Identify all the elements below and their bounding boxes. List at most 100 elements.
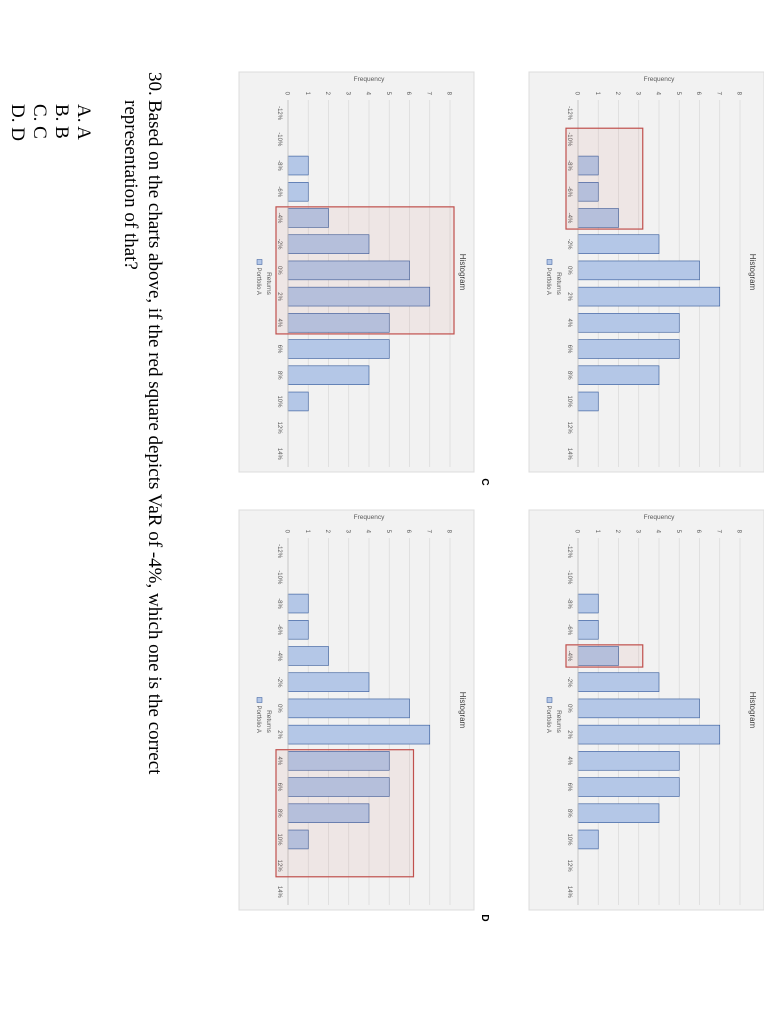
histogram-bar <box>287 339 390 359</box>
x-tick-label: -10% <box>566 570 572 585</box>
x-tick-label: -2% <box>276 239 282 250</box>
legend-swatch <box>546 697 553 703</box>
legend-label: Portfolio A <box>255 268 261 295</box>
y-tick-label: 7 <box>715 530 721 534</box>
x-tick-label: 14% <box>276 448 282 461</box>
histogram-bar <box>577 286 721 307</box>
x-tick-label: -6% <box>566 186 572 197</box>
y-tick-label: 1 <box>594 92 600 96</box>
option-c[interactable]: C. C <box>29 104 50 139</box>
y-tick-label: 2 <box>614 530 620 534</box>
y-tick-label: 0 <box>574 530 580 534</box>
chart-panel-c: Histogram 0 1 2 3 4 5 6 7 8 Frequency -12% -10% -8% -6… <box>238 71 475 473</box>
var-highlight-box <box>565 644 644 668</box>
x-tick-label: -2% <box>566 239 572 250</box>
x-tick-label: -8% <box>276 598 282 609</box>
x-axis-label: Returns <box>265 272 272 296</box>
y-tick-label: 1 <box>304 530 310 534</box>
x-tick-label: 2% <box>276 292 282 301</box>
x-tick-label: 6% <box>276 783 282 792</box>
y-tick-label: 5 <box>385 92 391 96</box>
legend-swatch <box>546 259 553 265</box>
histogram-bar <box>287 365 370 385</box>
x-axis-label: Returns <box>555 710 562 734</box>
histogram-bar <box>287 620 309 640</box>
x-axis-label: Returns <box>555 272 562 296</box>
histogram-bar <box>577 391 599 412</box>
x-tick-label: 0% <box>276 704 282 713</box>
y-tick-label: 0 <box>284 530 290 534</box>
x-tick-label: 4% <box>276 756 282 765</box>
histogram-bar <box>287 698 410 719</box>
var-highlight-box <box>275 206 455 335</box>
histogram-bar <box>577 593 599 614</box>
histogram-bar <box>287 724 431 745</box>
y-tick-label: 4 <box>365 530 371 534</box>
y-tick-label: 3 <box>344 530 350 534</box>
x-tick-label: -10% <box>276 570 282 585</box>
y-tick-label: 4 <box>655 92 661 96</box>
x-tick-label: 4% <box>566 756 572 765</box>
legend-label: Portfolio A <box>545 268 551 295</box>
x-tick-label: 0% <box>276 266 282 275</box>
y-tick-label: 6 <box>405 530 411 534</box>
y-tick-label: 2 <box>324 92 330 96</box>
histogram-bar <box>287 391 309 412</box>
chart-panel-a: Histogram 0 1 2 3 4 5 6 7 8 Frequency -12% -10% -8% -6… <box>528 71 764 473</box>
x-tick-label: 10% <box>276 395 282 408</box>
y-axis-label: Frequency <box>644 76 675 83</box>
y-tick-label: 7 <box>425 530 431 534</box>
histogram-bar <box>577 724 721 745</box>
option-a[interactable]: A. A <box>73 104 94 140</box>
x-tick-label: 10% <box>276 833 282 846</box>
y-tick-label: 8 <box>736 92 742 96</box>
x-tick-label: 6% <box>566 783 572 792</box>
histogram-bar <box>577 365 660 385</box>
y-tick-label: 0 <box>574 92 580 96</box>
y-tick-label: 5 <box>675 92 681 96</box>
x-tick-label: -4% <box>566 651 572 662</box>
y-tick-label: 5 <box>385 530 391 534</box>
histogram-bar <box>287 672 370 692</box>
histogram-bar <box>577 803 660 823</box>
legend-swatch <box>256 259 263 265</box>
x-tick-label: 6% <box>566 345 572 354</box>
histogram-bar <box>577 751 680 771</box>
x-tick-label: -6% <box>276 186 282 197</box>
x-tick-label: 8% <box>276 371 282 380</box>
y-axis-label: Frequency <box>354 76 385 83</box>
x-tick-label: 14% <box>276 886 282 899</box>
y-tick-label: 2 <box>614 92 620 96</box>
x-tick-label: 2% <box>566 730 572 739</box>
y-tick-label: 7 <box>715 92 721 96</box>
x-tick-label: 12% <box>566 422 572 435</box>
x-tick-label: -6% <box>276 624 282 635</box>
histogram-bar <box>577 620 599 640</box>
y-tick-label: 7 <box>425 92 431 96</box>
chart-title: Histogram <box>748 254 757 291</box>
chart-title: Histogram <box>748 692 757 729</box>
y-tick-label: 3 <box>634 92 640 96</box>
chart-title: Histogram <box>458 254 467 291</box>
x-tick-label: -12% <box>566 106 572 121</box>
x-tick-label: -2% <box>276 677 282 688</box>
answer-options: A. A B. B C. C D. D <box>6 104 94 141</box>
y-tick-label: 8 <box>736 530 742 534</box>
x-tick-label: 14% <box>566 448 572 461</box>
var-highlight-box <box>565 127 644 230</box>
x-tick-label: 12% <box>276 422 282 435</box>
y-axis-label: Frequency <box>644 514 675 521</box>
histogram-bar <box>287 155 309 176</box>
chart-title: Histogram <box>458 692 467 729</box>
histogram-bar <box>577 313 680 333</box>
x-tick-label: -8% <box>566 598 572 609</box>
var-highlight-box <box>275 749 415 878</box>
histogram-bar <box>577 672 660 692</box>
caption-d: D <box>479 914 490 921</box>
x-tick-label: 8% <box>566 371 572 380</box>
option-b[interactable]: B. B <box>51 104 72 139</box>
y-tick-label: 6 <box>405 92 411 96</box>
option-d[interactable]: D. D <box>7 104 28 141</box>
question-line-1: Based on the charts above, if the red sq… <box>144 100 165 775</box>
